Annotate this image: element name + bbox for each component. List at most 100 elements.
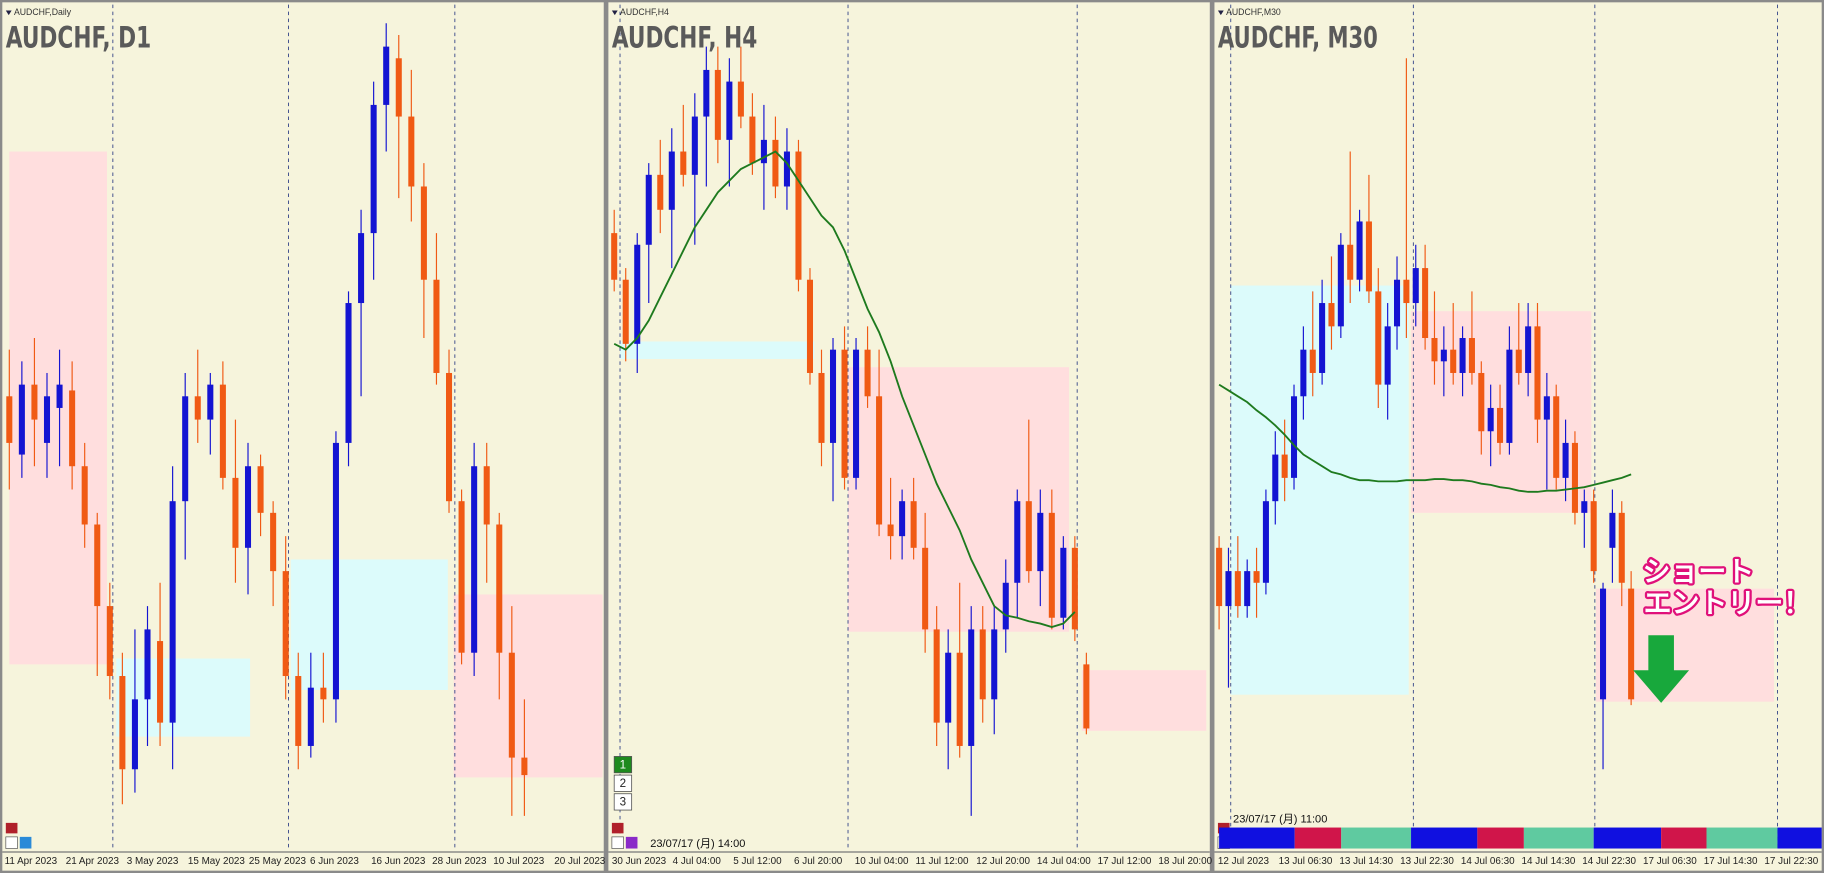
candle-body xyxy=(1002,582,1009,630)
chart-title: AUDCHF, H4 xyxy=(612,21,757,55)
candle-body xyxy=(1403,279,1410,304)
x-tick-label: 14 Jul 06:30 xyxy=(1461,856,1515,867)
panel-header: AUDCHF,Daily xyxy=(14,7,72,17)
close-box xyxy=(611,836,624,849)
candle-body xyxy=(1253,571,1260,583)
candle-body xyxy=(56,384,63,408)
candle-body xyxy=(1393,279,1401,327)
x-tick-label: 14 Jul 22:30 xyxy=(1582,856,1636,867)
session-bar xyxy=(1777,827,1822,849)
session-bar xyxy=(1477,827,1524,849)
candle-body xyxy=(703,69,710,117)
zone xyxy=(1081,670,1207,731)
session-bar xyxy=(1523,827,1594,849)
x-tick-label: 16 Jun 2023 xyxy=(371,856,426,867)
candle-body xyxy=(433,279,440,373)
candle-body xyxy=(295,676,302,746)
candle-body xyxy=(933,629,940,723)
chart-panel: 30 Jun 2023 4 Jul 04:00 5 Jul 12:00 6 Jul 2… xyxy=(608,2,1213,871)
candle-body xyxy=(395,58,402,117)
session-bar xyxy=(1661,827,1707,849)
x-tick-label: 13 Jul 06:30 xyxy=(1279,856,1333,867)
candle-body xyxy=(749,116,756,164)
chart-title: AUDCHF, D1 xyxy=(6,21,151,55)
level-button-label: 1 xyxy=(620,758,626,771)
candle-body xyxy=(910,501,917,548)
candle-body xyxy=(1216,547,1223,607)
candle-body xyxy=(471,466,478,653)
level-button[interactable] xyxy=(613,756,633,774)
candle-body xyxy=(991,629,998,700)
candle-body xyxy=(1225,571,1232,607)
candle-body xyxy=(1487,407,1494,432)
candle-body xyxy=(43,396,51,443)
candle-body xyxy=(194,396,201,420)
panel-header: AUDCHF,M30 xyxy=(1226,7,1281,17)
timestamp: 23/07/17 (月) 14:00 xyxy=(650,838,745,850)
candle-body xyxy=(370,104,377,234)
candle-body xyxy=(645,174,652,245)
candle-body xyxy=(1025,501,1032,572)
candle-body xyxy=(81,466,88,525)
candle-body xyxy=(956,652,963,746)
candle-body xyxy=(737,81,744,117)
moving-average xyxy=(613,150,1076,629)
x-tick-label: 28 Jun 2023 xyxy=(432,856,487,867)
panel-header: AUDCHF,H4 xyxy=(620,7,669,17)
candle-body xyxy=(270,512,277,572)
candle-body xyxy=(726,81,733,140)
level-button[interactable] xyxy=(613,793,633,811)
candle-body xyxy=(282,571,289,677)
candle-body xyxy=(783,151,790,187)
zone xyxy=(453,594,603,778)
candle-body xyxy=(119,676,126,770)
candle-body xyxy=(680,151,687,175)
candle-body xyxy=(1300,349,1307,397)
candle-body xyxy=(508,652,515,758)
candle-body xyxy=(383,46,390,105)
candle-body xyxy=(853,349,860,478)
candle-body xyxy=(106,606,113,677)
candle-body xyxy=(841,349,848,478)
candle-body xyxy=(1581,501,1588,513)
candle-body xyxy=(144,629,151,700)
candle-body xyxy=(979,629,986,700)
level-button-label: 2 xyxy=(620,777,626,790)
candle-body xyxy=(1468,338,1475,373)
chart-panel: 12 Jul 2023 13 Jul 06:30 13 Jul 14:30 13 Ju… xyxy=(1214,2,1822,871)
x-tick-label: 25 May 2023 xyxy=(249,856,307,867)
zone xyxy=(1596,588,1774,702)
session-bar xyxy=(1706,827,1778,849)
candle-body xyxy=(219,384,226,478)
candle-body xyxy=(1609,512,1616,548)
candle-body xyxy=(1375,291,1382,385)
candle-body xyxy=(1534,326,1541,420)
x-tick-label: 13 Jul 22:30 xyxy=(1400,856,1454,867)
x-tick-label: 17 Jul 12:00 xyxy=(1098,856,1152,867)
x-tick-label: 10 Jul 2023 xyxy=(493,856,545,867)
annotation: ショート xyxy=(1643,556,1755,587)
candle-body xyxy=(496,524,503,653)
chart-title: AUDCHF, M30 xyxy=(1218,21,1378,55)
candle-body xyxy=(1356,221,1363,280)
timestamp: 23/07/17 (月) 11:00 xyxy=(1233,813,1327,825)
candle-body xyxy=(1328,303,1335,327)
x-tick-label: 30 Jun 2023 xyxy=(612,856,667,867)
x-tick-label: 12 Jul 20:00 xyxy=(976,856,1030,867)
candle-body xyxy=(1590,501,1597,572)
candle-body xyxy=(332,442,339,700)
candle-body xyxy=(772,139,779,187)
candle-body xyxy=(806,279,814,373)
session-bar xyxy=(1219,827,1295,849)
candle-body xyxy=(1553,396,1560,478)
candle-body xyxy=(1478,372,1485,432)
candle-body xyxy=(483,466,490,525)
candle-body xyxy=(818,372,825,443)
x-tick-label: 15 May 2023 xyxy=(188,856,246,867)
candle-body xyxy=(657,174,664,210)
candle-body xyxy=(1234,571,1241,607)
header-caret xyxy=(5,10,12,16)
candle-body xyxy=(922,547,929,630)
level-button[interactable] xyxy=(613,774,633,792)
